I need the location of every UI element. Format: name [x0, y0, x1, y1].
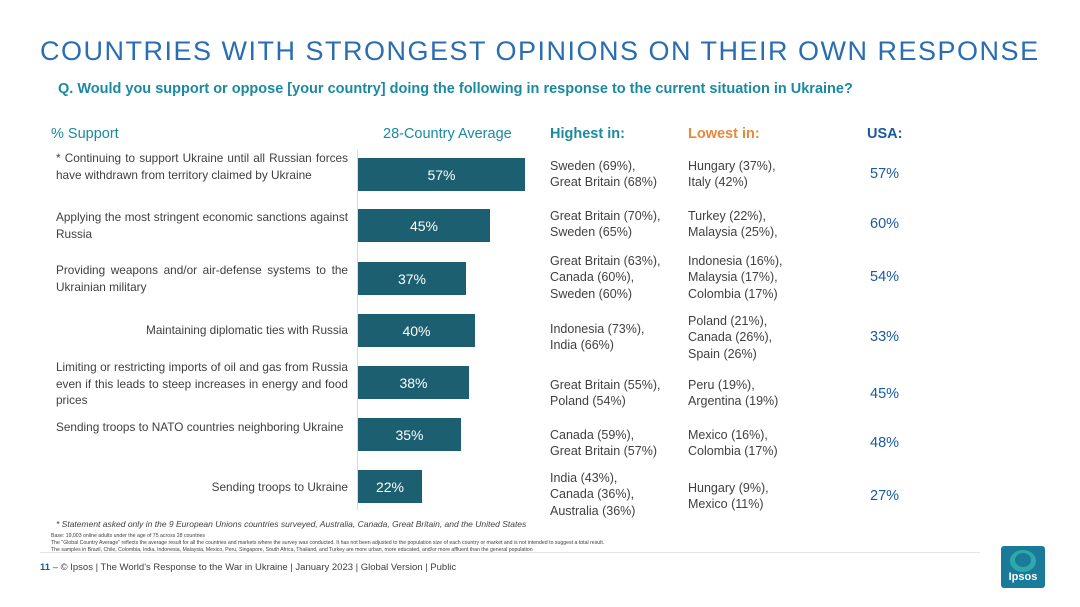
usa-value: 45% — [870, 386, 900, 402]
usa-value: 60% — [870, 216, 900, 232]
average-column-header: 28-Country Average — [383, 126, 512, 142]
page-title: COUNTRIES WITH STRONGEST OPINIONS ON THE… — [40, 36, 1040, 66]
lowest-item: Argentina (19%) — [688, 394, 779, 409]
lowest-list: Hungary (37%), Italy (42%) — [688, 158, 776, 191]
average-note: The "Global Country Average" reflects th… — [51, 540, 605, 546]
highest-item: Canada (59%), — [550, 428, 635, 442]
page-number: 11 — [40, 562, 51, 573]
highest-item: Sweden (65%) — [550, 225, 632, 240]
bar-3: 40% — [358, 314, 475, 347]
lowest-list: Peru (19%), Argentina (19%) — [688, 377, 778, 410]
lowest-item: Turkey (22%), — [688, 209, 767, 223]
bar-5: 35% — [358, 418, 461, 451]
usa-value: 57% — [870, 166, 900, 182]
highest-item: Australia (36%) — [550, 503, 636, 518]
highest-list: Sweden (69%), Great Britain (68%) — [550, 158, 657, 191]
usa-column-header: USA: — [867, 126, 903, 142]
bar-4: 38% — [358, 366, 469, 399]
highest-list: Canada (59%), Great Britain (57%) — [550, 427, 657, 460]
highest-item: India (66%) — [550, 338, 614, 353]
lowest-item: Hungary (37%), — [688, 159, 776, 173]
usa-value: 54% — [870, 269, 900, 285]
footer-divider — [40, 552, 980, 553]
statement-label: Providing weapons and/or air-defense sys… — [56, 263, 348, 294]
lowest-list: Hungary (9%), Mexico (11%) — [688, 480, 769, 513]
statement-label: Applying the most stringent economic san… — [56, 210, 348, 241]
lowest-item: Indonesia (16%), — [688, 254, 783, 268]
chart-axis-line — [357, 150, 358, 510]
highest-item: India (43%), — [550, 471, 618, 485]
lowest-item: Canada (26%), — [688, 330, 773, 345]
lowest-column-header: Lowest in: — [688, 126, 760, 142]
lowest-item: Malaysia (17%), — [688, 270, 778, 285]
lowest-item: Hungary (9%), — [688, 481, 769, 495]
lowest-item: Poland (21%), — [688, 314, 768, 328]
support-column-header: % Support — [51, 126, 119, 142]
highest-item: Great Britain (55%), — [550, 378, 661, 392]
highest-item: Great Britain (63%), — [550, 254, 661, 268]
highest-list: India (43%), Canada (36%), Australia (36… — [550, 470, 635, 519]
highest-item: Canada (36%), — [550, 487, 635, 502]
highest-item: Sweden (69%), — [550, 159, 636, 173]
lowest-item: Malaysia (25%), — [688, 225, 778, 240]
highest-list: Great Britain (70%), Sweden (65%) — [550, 208, 660, 241]
highest-list: Indonesia (73%), India (66%) — [550, 321, 645, 354]
highest-item: Canada (60%), — [550, 270, 635, 285]
usa-value: 33% — [870, 329, 900, 345]
highest-item: Indonesia (73%), — [550, 322, 645, 336]
highest-item: Sweden (60%) — [550, 286, 632, 301]
highest-column-header: Highest in: — [550, 126, 625, 142]
bar-1: 45% — [358, 209, 490, 242]
lowest-list: Indonesia (16%), Malaysia (17%), Colombi… — [688, 253, 783, 302]
lowest-item: Colombia (17%) — [688, 286, 778, 301]
bar-6: 22% — [358, 470, 422, 503]
statement-footnote: * Statement asked only in the 9 European… — [56, 519, 527, 529]
lowest-item: Peru (19%), — [688, 378, 755, 392]
lowest-item: Colombia (17%) — [688, 444, 778, 459]
statement-label: Sending troops to NATO countries neighbo… — [56, 420, 344, 434]
highest-item: Poland (54%) — [550, 394, 626, 409]
lowest-item: Italy (42%) — [688, 175, 748, 190]
lowest-list: Poland (21%), Canada (26%), Spain (26%) — [688, 313, 772, 362]
logo-text: Ipsos — [1008, 571, 1038, 583]
lowest-item: Mexico (16%), — [688, 428, 768, 442]
lowest-item: Spain (26%) — [688, 346, 757, 361]
sample-note: The samples in Brazil, Chile, Colombia, … — [51, 547, 533, 553]
footer-dash: – — [52, 562, 58, 573]
survey-question: Q. Would you support or oppose [your cou… — [58, 81, 853, 97]
highest-list: Great Britain (63%), Canada (60%), Swede… — [550, 253, 660, 302]
statement-label: Limiting or restricting imports of oil a… — [56, 360, 348, 407]
statement-label: Maintaining diplomatic ties with Russia — [146, 323, 348, 337]
lowest-list: Mexico (16%), Colombia (17%) — [688, 427, 778, 460]
lowest-list: Turkey (22%), Malaysia (25%), — [688, 208, 778, 241]
statement-label: * Continuing to support Ukraine until al… — [56, 151, 348, 182]
highest-list: Great Britain (55%), Poland (54%) — [550, 377, 660, 410]
bar-0: 57% — [358, 158, 525, 191]
highest-item: Great Britain (70%), — [550, 209, 661, 223]
bar-2: 37% — [358, 262, 466, 295]
highest-item: Great Britain (57%) — [550, 444, 657, 459]
footer-text: © Ipsos | The World's Response to the Wa… — [60, 562, 457, 573]
lowest-item: Mexico (11%) — [688, 497, 764, 512]
usa-value: 48% — [870, 435, 900, 451]
page-footer: 11 – © Ipsos | The World's Response to t… — [40, 562, 456, 573]
highest-item: Great Britain (68%) — [550, 175, 657, 190]
ipsos-logo: Ipsos — [1001, 546, 1045, 588]
usa-value: 27% — [870, 488, 900, 504]
statement-label: Sending troops to Ukraine — [211, 480, 348, 494]
base-note: Base: 19,003 online adults under the age… — [51, 533, 206, 539]
logo-swoosh-inner — [1015, 553, 1031, 567]
